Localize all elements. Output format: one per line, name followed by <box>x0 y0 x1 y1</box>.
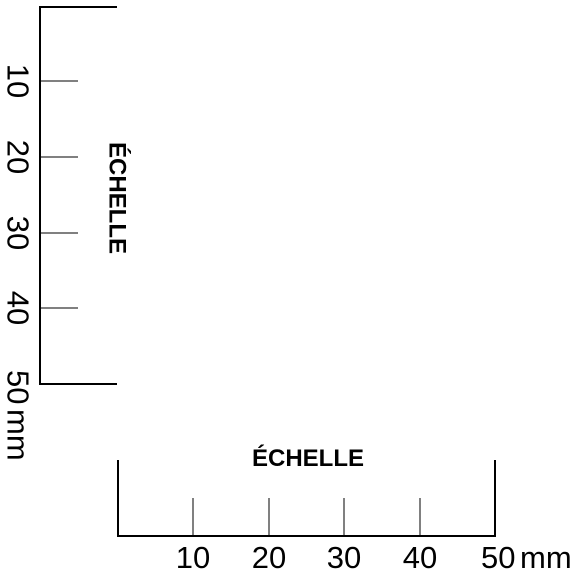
horizontal-scale-title: ÉCHELLE <box>252 444 364 472</box>
vertical-tick-label-30: 30 <box>1 216 36 250</box>
horizontal-unit-label: mm <box>520 540 572 575</box>
horizontal-tick-label-10: 10 <box>176 540 210 575</box>
horizontal-tick-label-30: 30 <box>327 540 361 575</box>
vertical-tick-label-40: 40 <box>1 291 36 325</box>
vertical-unit-label: mm <box>1 409 36 461</box>
vertical-tick-label-50: 50 <box>1 370 36 404</box>
vertical-tick-label-10: 10 <box>1 64 36 98</box>
horizontal-scale: 10 20 30 40 50 mm ÉCHELLE <box>117 444 572 575</box>
horizontal-tick-label-40: 40 <box>403 540 437 575</box>
vertical-scale: 10 20 30 40 50 mm ÉCHELLE <box>1 6 132 461</box>
horizontal-tick-label-50: 50 <box>481 540 515 575</box>
vertical-tick-label-20: 20 <box>1 140 36 174</box>
horizontal-tick-label-20: 20 <box>252 540 286 575</box>
vertical-scale-title: ÉCHELLE <box>104 142 132 254</box>
